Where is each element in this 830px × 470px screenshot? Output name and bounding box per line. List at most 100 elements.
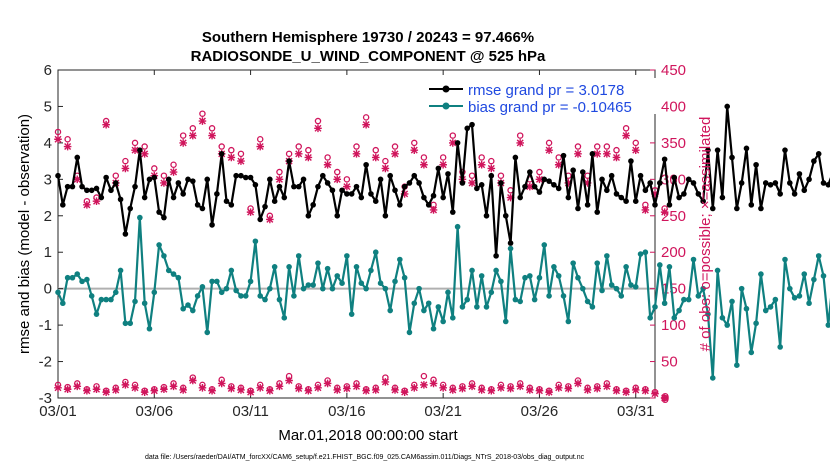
assimilated-obs-marker	[574, 150, 582, 158]
possible-obs-marker	[468, 172, 476, 179]
assimilated-obs-marker-low	[266, 386, 274, 395]
rmse-point	[353, 183, 360, 190]
assimilated-obs-marker-low	[314, 383, 322, 392]
bias-point	[738, 285, 745, 292]
bias-point	[310, 282, 316, 288]
rmse-point	[55, 172, 61, 179]
bias-point	[300, 285, 307, 292]
bias-point	[623, 264, 629, 270]
assimilated-obs-marker	[323, 160, 332, 169]
bias-point	[483, 304, 490, 310]
y-right-tick-label: 400	[661, 98, 686, 115]
rmse-point	[228, 202, 235, 208]
assimilated-obs-marker	[83, 201, 91, 209]
rmse-point	[642, 187, 649, 194]
rmse-point	[743, 145, 750, 152]
possible-obs-marker	[112, 172, 120, 179]
possible-obs-marker	[488, 157, 495, 165]
assimilated-obs-marker-low	[343, 384, 351, 393]
assimilated-obs-marker-low	[169, 382, 178, 391]
rmse-point	[74, 154, 81, 161]
rmse-point	[647, 180, 653, 186]
bias-point	[522, 274, 528, 281]
bias-point	[657, 262, 663, 268]
x-tick-label: 03/11	[232, 403, 268, 420]
bias-point	[156, 242, 162, 248]
bias-point	[199, 284, 206, 290]
bias-point	[709, 375, 716, 381]
rmse-point	[579, 169, 586, 175]
rmse-point	[493, 253, 499, 259]
rmse-point	[661, 156, 668, 163]
rmse-point	[753, 161, 759, 168]
x-tick-label: 03/26	[521, 403, 559, 420]
possible-obs-marker	[516, 132, 524, 139]
rmse-point	[411, 172, 418, 179]
bias-point	[608, 282, 615, 288]
assimilated-obs-marker-low	[439, 383, 447, 392]
rmse-point	[368, 191, 374, 197]
rmse-point	[363, 161, 369, 168]
possible-obs-marker	[632, 139, 639, 147]
assimilated-obs-marker-low	[631, 386, 640, 394]
chart-title-line-1: Southern Hemisphere 19730 / 20243 = 97.4…	[202, 29, 534, 46]
bias-point	[772, 296, 779, 303]
assimilated-obs-marker	[429, 206, 438, 214]
bias-point	[93, 311, 100, 317]
rmse-point	[758, 205, 764, 212]
assimilated-obs-marker	[266, 215, 274, 224]
bias-point	[98, 296, 105, 303]
assimilated-obs-marker-low	[246, 388, 255, 396]
assimilated-obs-marker-low	[333, 386, 342, 394]
possible-obs-marker	[536, 168, 543, 176]
rmse-point	[180, 191, 186, 197]
possible-obs-marker	[170, 161, 177, 169]
bias-point	[440, 318, 446, 325]
rmse-point	[406, 180, 413, 186]
rmse-point	[623, 198, 629, 204]
rmse-point	[425, 202, 432, 208]
legend-rmse-marker	[442, 85, 450, 93]
rmse-point	[214, 191, 220, 197]
assimilated-obs-marker-low	[497, 383, 505, 392]
rmse-point	[348, 191, 355, 197]
bias-point	[271, 264, 278, 270]
y-left-tick-label: -1	[39, 317, 52, 334]
rmse-point	[498, 180, 504, 186]
bias-point	[209, 278, 215, 285]
rmse-point	[329, 187, 336, 194]
bias-point	[286, 264, 292, 270]
assimilated-obs-marker-low	[352, 382, 361, 391]
bias-point	[729, 298, 735, 305]
bias-point	[536, 274, 543, 281]
assimilated-obs-marker-low	[651, 389, 659, 398]
bias-point	[416, 285, 422, 292]
bias-point	[613, 285, 620, 292]
rmse-point	[560, 152, 567, 159]
rmse-point	[541, 176, 548, 183]
rmse-point	[69, 183, 76, 190]
bias-point	[363, 285, 369, 292]
rmse-point	[161, 214, 167, 221]
bias-point	[74, 271, 81, 277]
bias-point	[454, 223, 461, 230]
rmse-point	[165, 176, 172, 183]
assimilated-obs-marker-low	[545, 388, 553, 396]
rmse-point	[565, 194, 572, 201]
plot-area: 03/01 03/06 03/11 03/16 03/21 03/26 03/31 -3 -2 -…	[39, 62, 830, 420]
rmse-point	[637, 172, 644, 179]
x-tick-label: 03/01	[39, 403, 77, 420]
y-left-tick-label: 0	[44, 281, 52, 298]
possible-obs-marker	[353, 143, 360, 150]
possible-obs-marker	[439, 154, 447, 161]
rmse-point	[522, 183, 528, 190]
rmse-point	[276, 183, 283, 190]
assimilated-obs-marker	[506, 193, 515, 202]
bias-point	[64, 274, 71, 281]
rmse-point	[242, 174, 249, 181]
bias-point	[185, 302, 191, 308]
assimilated-obs-marker-low	[111, 386, 120, 394]
y-left-tick-label: 4	[44, 135, 52, 152]
bias-point	[666, 264, 673, 270]
rmse-point	[449, 209, 456, 215]
